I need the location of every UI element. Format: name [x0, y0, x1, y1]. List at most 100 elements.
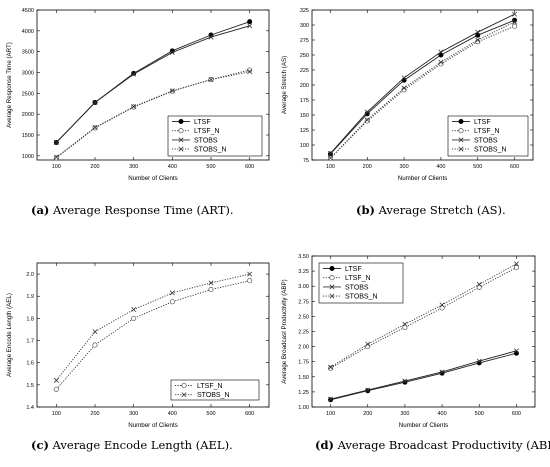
- data-point: [475, 29, 481, 35]
- legend-label: STOBS_N: [194, 147, 227, 154]
- legend: LTSF_N STOBS_N: [170, 379, 260, 401]
- x-tick-label: 100: [52, 164, 61, 170]
- caption-b: (b) Average Stretch (AS).: [356, 203, 506, 217]
- data-point: [513, 261, 519, 267]
- y-tick-label: 2500: [22, 91, 34, 97]
- x-tick-label: 600: [510, 164, 519, 170]
- legend: LTSF LTSF_N STOBS STOBS_N: [318, 262, 404, 304]
- x-tick-label: 300: [400, 411, 409, 417]
- data-point: [364, 118, 370, 124]
- series-line: [330, 263, 517, 368]
- legend-entry: LTSF: [323, 265, 362, 273]
- data-point: [512, 11, 518, 17]
- y-tick-label: 325: [300, 8, 309, 14]
- data-point: [53, 377, 59, 383]
- data-point: [247, 23, 253, 29]
- data-point: [247, 19, 253, 25]
- data-point: [513, 348, 519, 354]
- y-tick-label: 4000: [22, 29, 34, 35]
- data-point: [364, 117, 370, 123]
- y-tick-label: 1000: [22, 154, 34, 160]
- legend-marker: [458, 137, 464, 143]
- data-point: [327, 151, 333, 157]
- data-point: [402, 378, 408, 384]
- data-point: [208, 287, 214, 293]
- data-point: [208, 77, 214, 83]
- data-point: [327, 155, 333, 161]
- x-tick-label: 500: [206, 164, 215, 170]
- series-stobs: [53, 23, 253, 145]
- legend-box: [167, 115, 263, 157]
- series-line: [330, 21, 515, 159]
- caption-letter: (b): [356, 203, 375, 217]
- chart-as: 100 200 300 400 500 600 75 100 125 150 175 200 225 25…: [281, 8, 534, 182]
- caption-a: (a) Average Response Time (ART).: [31, 203, 234, 217]
- y-tick-label: 75: [303, 158, 309, 164]
- caption-c: (c) Average Encode Length (AEL).: [31, 438, 233, 452]
- series-line: [330, 350, 517, 400]
- legend-marker: [181, 382, 187, 389]
- legend-marker: [329, 275, 335, 281]
- y-tick-label: 200: [300, 83, 309, 89]
- data-point: [512, 19, 518, 25]
- y-tick-label: 2.50: [298, 314, 309, 320]
- legend-box: [170, 379, 260, 401]
- y-tick-label: 175: [300, 98, 309, 104]
- x-tick-label: 400: [437, 411, 446, 417]
- y-tick-label: 1.5: [26, 383, 34, 389]
- legend-entry: LTSF: [172, 119, 211, 126]
- data-point: [92, 125, 98, 130]
- x-tick-label: 100: [326, 411, 335, 417]
- chart-abp: 100 200 300 400 500 600 1.00 1.25 1.50 1.75 2.00 2.…: [281, 254, 536, 429]
- data-point: [247, 271, 253, 277]
- x-tick-label: 500: [473, 164, 482, 170]
- y-tick-label: 275: [300, 38, 309, 44]
- data-point: [438, 52, 444, 58]
- y-tick-label: 300: [300, 23, 309, 29]
- series-line: [330, 13, 515, 154]
- legend-entry: STOBS_N: [175, 392, 230, 399]
- legend-label: LTSF: [194, 119, 211, 126]
- data-point: [53, 140, 59, 145]
- y-tick-label: 3.25: [298, 269, 309, 275]
- y-tick-label: 150: [300, 113, 309, 119]
- legend-entry: LTSF_N: [175, 382, 223, 390]
- legend-label: LTSF: [474, 119, 491, 126]
- y-tick-label: 2.25: [298, 330, 309, 336]
- data-point: [131, 307, 137, 313]
- y-tick-label: 3500: [22, 50, 34, 56]
- x-tick-label: 500: [206, 411, 215, 417]
- x-tick-label: 300: [129, 411, 138, 417]
- legend-label: LTSF_N: [474, 128, 500, 135]
- y-tick-label: 1.6: [26, 361, 34, 367]
- series-line: [330, 19, 515, 155]
- data-point: [475, 32, 481, 38]
- legend-label: STOBS: [194, 137, 218, 144]
- legend-entry: STOBS_N: [172, 147, 227, 154]
- x-tick-label: 200: [90, 411, 99, 417]
- y-tick-label: 1.7: [26, 339, 34, 345]
- legend-marker: [458, 146, 464, 152]
- y-tick-label: 4500: [22, 8, 34, 14]
- x-tick-label: 100: [52, 411, 61, 417]
- y-tick-label: 1.50: [298, 375, 309, 381]
- y-tick-label: 1.00: [298, 405, 309, 411]
- y-axis-label: Average Encode Length (AEL): [6, 293, 13, 377]
- y-tick-label: 3.50: [298, 254, 309, 260]
- caption-text: Average Response Time (ART).: [53, 203, 234, 217]
- data-point: [364, 109, 370, 115]
- caption-letter: (a): [31, 203, 50, 217]
- legend-label: LTSF_N: [194, 128, 220, 135]
- y-axis-label: Average Response Time (ART): [6, 42, 13, 128]
- legend-marker: [329, 284, 335, 290]
- data-point: [513, 264, 519, 271]
- data-point: [475, 37, 481, 43]
- data-point: [365, 387, 371, 393]
- legend-marker: [178, 128, 184, 134]
- legend-entry: LTSF_N: [452, 128, 500, 135]
- y-tick-label: 3.00: [298, 284, 309, 290]
- legend: LTSF LTSF_N STOBS STOBS_N: [447, 115, 529, 157]
- x-tick-label: 600: [245, 411, 254, 417]
- legend-entry: STOBS: [452, 137, 498, 144]
- data-point: [402, 321, 408, 327]
